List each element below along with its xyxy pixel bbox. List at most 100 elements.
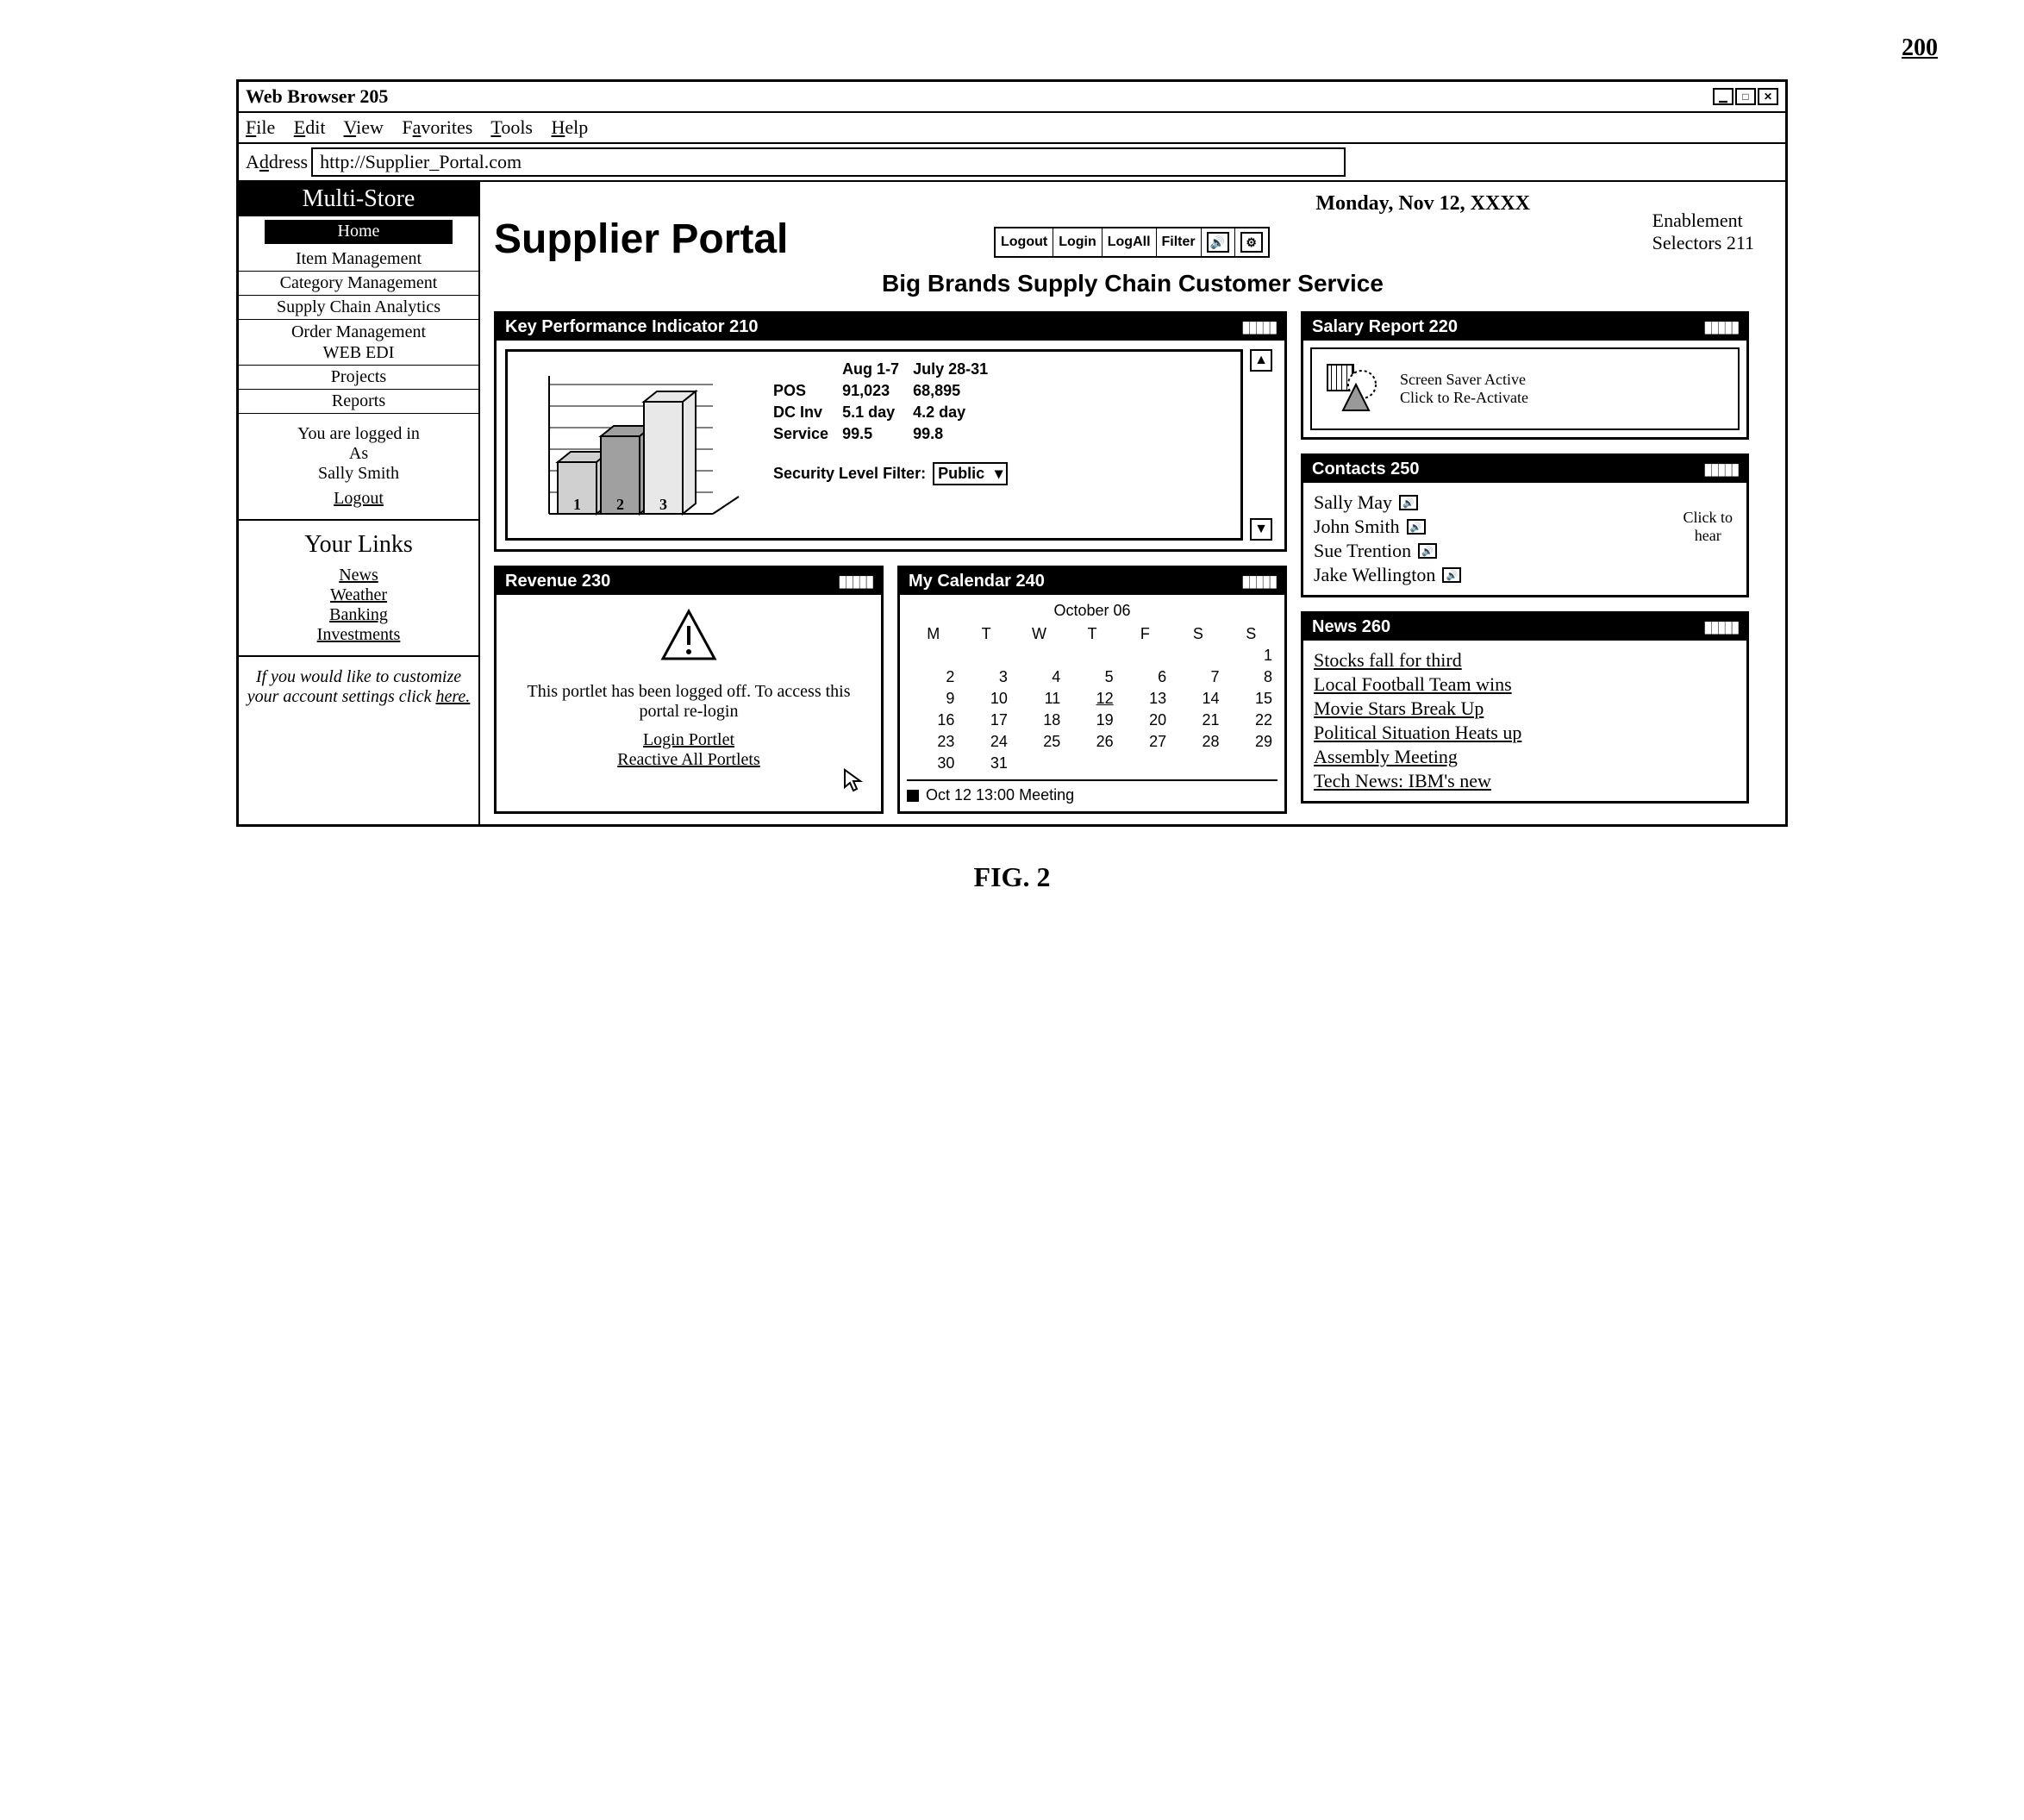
calendar-title: My Calendar 240 bbox=[909, 572, 1045, 591]
menu-help[interactable]: Help bbox=[552, 116, 589, 138]
sidebar-item[interactable]: Category Management bbox=[239, 272, 478, 296]
maximize-icon[interactable]: □ bbox=[1735, 88, 1756, 105]
kpi-scrollbar[interactable]: ▲ ▼ bbox=[1250, 349, 1276, 541]
kpi-table: Aug 1-7July 28-31POS91,02368,895DC Inv5.… bbox=[773, 359, 1008, 531]
sound-icon[interactable]: 🔊 bbox=[1442, 567, 1461, 583]
news-item[interactable]: Assembly Meeting bbox=[1314, 746, 1736, 768]
contact-row[interactable]: John Smith🔊 bbox=[1314, 516, 1736, 538]
contact-row[interactable]: Sally May🔊 bbox=[1314, 491, 1736, 514]
address-label: Address bbox=[246, 151, 308, 173]
calendar-portlet: My Calendar 240▮▮▮▮▮ October 06 MTWTFSS1… bbox=[897, 566, 1287, 814]
salary-line2: Click to Re-Activate bbox=[1400, 389, 1528, 407]
salary-title: Salary Report 220 bbox=[1312, 317, 1458, 337]
selector-filter[interactable]: Filter bbox=[1157, 228, 1202, 256]
contact-row[interactable]: Jake Wellington🔊 bbox=[1314, 564, 1736, 586]
login-line2: As bbox=[246, 444, 472, 464]
news-portlet: News 260 ▮▮▮▮▮ Stocks fall for thirdLocal… bbox=[1301, 611, 1749, 804]
logout-link[interactable]: Logout bbox=[246, 489, 472, 509]
menu-file[interactable]: File bbox=[246, 116, 275, 138]
svg-text:1: 1 bbox=[573, 496, 581, 513]
address-input[interactable]: http://Supplier_Portal.com bbox=[311, 147, 1346, 177]
window-title: Web Browser 205 bbox=[246, 85, 388, 108]
titlebar-buttons: ▁ □ ✕ bbox=[1713, 88, 1778, 105]
calendar-grid[interactable]: MTWTFSS123456789101112131415161718192021… bbox=[907, 623, 1277, 774]
main-header: Monday, Nov 12, XXXX Supplier Portal Log… bbox=[494, 192, 1771, 297]
sidebar-item[interactable]: Reports bbox=[239, 390, 478, 414]
kpi-chart: 1 2 3 bbox=[515, 359, 756, 531]
yourlink-item[interactable]: Investments bbox=[246, 625, 472, 645]
kpi-title: Key Performance Indicator 210 bbox=[505, 317, 758, 337]
main: Monday, Nov 12, XXXX Supplier Portal Log… bbox=[480, 182, 1785, 824]
enablement-selectors: Logout Login LogAll Filter 🔊 ⚙ bbox=[994, 227, 1270, 258]
login-portlet-link[interactable]: Login Portlet bbox=[514, 730, 864, 750]
kpi-filter-dropdown[interactable]: Public▾ bbox=[933, 462, 1008, 485]
contacts-hint: Click tohear bbox=[1684, 509, 1734, 545]
sidebar-item[interactable]: Supply Chain Analytics bbox=[239, 296, 478, 320]
news-title: News 260 bbox=[1312, 617, 1390, 637]
selectors-label: EnablementSelectors 211 bbox=[1652, 210, 1754, 254]
selector-settings-icon[interactable]: ⚙ bbox=[1235, 228, 1268, 256]
sidebar-item[interactable]: Home bbox=[265, 220, 453, 244]
titlebar: Web Browser 205 ▁ □ ✕ bbox=[239, 82, 1785, 113]
menu-view[interactable]: View bbox=[344, 116, 384, 138]
selector-logall[interactable]: LogAll bbox=[1103, 228, 1157, 256]
kpi-filter-label: Security Level Filter: bbox=[773, 465, 926, 483]
sidebar: Multi-Store Home Item ManagementCategory … bbox=[239, 182, 480, 824]
news-item[interactable]: Political Situation Heats up bbox=[1314, 722, 1736, 744]
scroll-down-icon[interactable]: ▼ bbox=[1250, 518, 1272, 541]
scroll-up-icon[interactable]: ▲ bbox=[1250, 349, 1272, 372]
news-item[interactable]: Tech News: IBM's new bbox=[1314, 770, 1736, 792]
page-ref: 200 bbox=[34, 34, 1990, 62]
news-item[interactable]: Local Football Team wins bbox=[1314, 673, 1736, 696]
svg-text:3: 3 bbox=[659, 496, 667, 513]
salary-body[interactable]: Screen Saver Active Click to Re-Activate bbox=[1310, 347, 1740, 430]
yourlink-item[interactable]: Banking bbox=[246, 605, 472, 625]
minimize-icon[interactable]: ▁ bbox=[1713, 88, 1734, 105]
sidebar-item[interactable]: Item Management bbox=[239, 247, 478, 272]
figure-label: FIG. 2 bbox=[34, 861, 1990, 893]
menu-favorites[interactable]: Favorites bbox=[402, 116, 472, 138]
sound-icon[interactable]: 🔊 bbox=[1399, 495, 1418, 510]
contacts-portlet: Contacts 250▮▮▮▮▮ Sally May🔊John Smith🔊S… bbox=[1301, 453, 1749, 597]
menubar: File Edit View Favorites Tools Help bbox=[239, 113, 1785, 144]
login-status: You are logged in As Sally Smith Logout bbox=[239, 414, 478, 521]
sidebar-title: Multi-Store bbox=[239, 182, 478, 216]
sidebar-item[interactable]: Order ManagementWEB EDI bbox=[239, 320, 478, 366]
selector-sound-icon[interactable]: 🔊 bbox=[1202, 228, 1235, 256]
sidebar-item[interactable]: Projects bbox=[239, 366, 478, 390]
svg-text:2: 2 bbox=[616, 496, 624, 513]
news-item[interactable]: Movie Stars Break Up bbox=[1314, 697, 1736, 720]
content: Multi-Store Home Item ManagementCategory … bbox=[239, 182, 1785, 824]
kpi-portlet: Key Performance Indicator 210 ▮▮▮▮▮ 1 2 3 bbox=[494, 311, 1287, 552]
yourlinks: Your Links NewsWeatherBankingInvestments bbox=[239, 521, 478, 657]
browser-window: Web Browser 205 ▁ □ ✕ File Edit View Fav… bbox=[236, 79, 1788, 827]
revenue-portlet: Revenue 230▮▮▮▮▮ This portlet has been l… bbox=[494, 566, 884, 814]
portlet-controls-icon[interactable]: ▮▮▮▮▮ bbox=[1703, 318, 1738, 336]
menu-tools[interactable]: Tools bbox=[490, 116, 533, 138]
portlet-controls-icon[interactable]: ▮▮▮▮▮ bbox=[838, 572, 872, 591]
portlet-controls-icon[interactable]: ▮▮▮▮▮ bbox=[1703, 460, 1738, 478]
reactive-all-link[interactable]: Reactive All Portlets bbox=[514, 750, 864, 770]
warning-icon bbox=[659, 607, 719, 667]
selector-logout[interactable]: Logout bbox=[996, 228, 1053, 256]
cursor-icon bbox=[843, 768, 864, 794]
yourlink-item[interactable]: News bbox=[246, 566, 472, 585]
close-icon[interactable]: ✕ bbox=[1758, 88, 1778, 105]
yourlink-item[interactable]: Weather bbox=[246, 585, 472, 605]
portlets: Key Performance Indicator 210 ▮▮▮▮▮ 1 2 3 bbox=[494, 311, 1771, 814]
header-subtitle: Big Brands Supply Chain Customer Service bbox=[494, 270, 1771, 297]
contact-row[interactable]: Sue Trention🔊 bbox=[1314, 540, 1736, 562]
selector-login[interactable]: Login bbox=[1053, 228, 1103, 256]
news-item[interactable]: Stocks fall for third bbox=[1314, 649, 1736, 672]
screensaver-icon bbox=[1326, 363, 1386, 415]
login-line1: You are logged in bbox=[246, 424, 472, 444]
portlet-controls-icon[interactable]: ▮▮▮▮▮ bbox=[1703, 618, 1738, 636]
sound-icon[interactable]: 🔊 bbox=[1407, 519, 1426, 535]
salary-portlet: Salary Report 220 ▮▮▮▮▮ Screen Saver Acti… bbox=[1301, 311, 1749, 440]
portlet-controls-icon[interactable]: ▮▮▮▮▮ bbox=[1241, 572, 1276, 591]
salary-line1: Screen Saver Active bbox=[1400, 371, 1528, 389]
customize-link[interactable]: here. bbox=[436, 687, 471, 706]
menu-edit[interactable]: Edit bbox=[294, 116, 326, 138]
sound-icon[interactable]: 🔊 bbox=[1418, 543, 1437, 559]
portlet-controls-icon[interactable]: ▮▮▮▮▮ bbox=[1241, 318, 1276, 336]
